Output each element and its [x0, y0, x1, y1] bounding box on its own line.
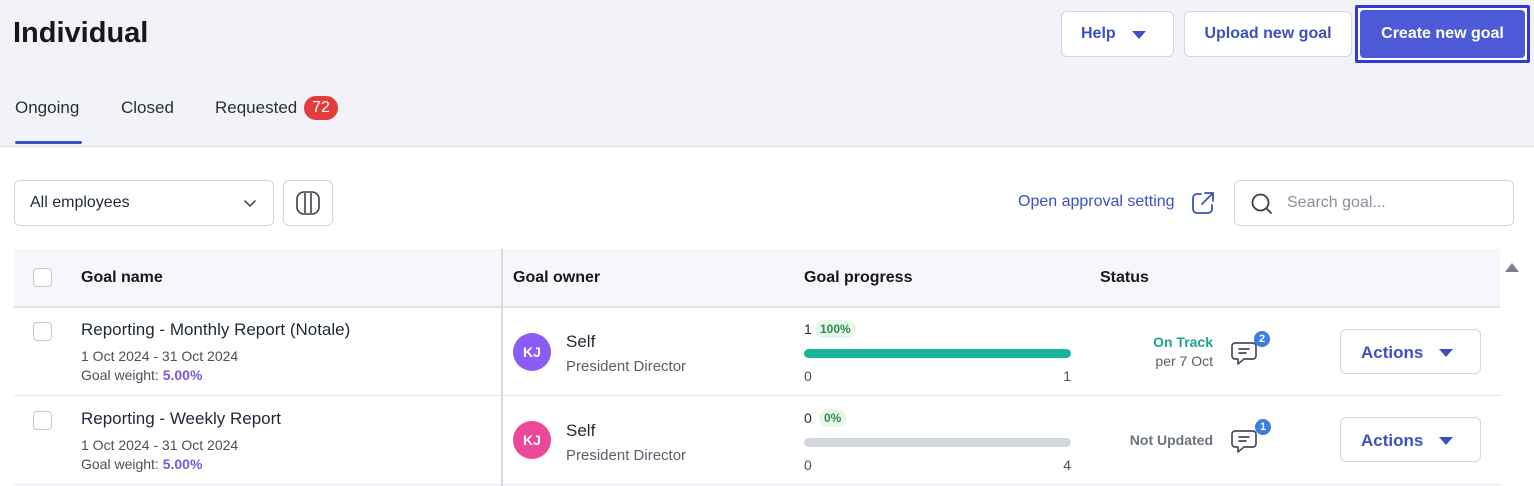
progress-percent-badge: 0% [819, 409, 847, 427]
actions-button[interactable]: Actions [1340, 329, 1481, 374]
owner-role: President Director [566, 358, 687, 375]
create-goal-focus-ring: Create new goal [1355, 5, 1530, 63]
column-header-status[interactable]: Status [1100, 269, 1149, 286]
tab-ongoing[interactable]: Ongoing [15, 98, 80, 117]
search-icon [1251, 193, 1272, 214]
comment-count-badge: 1 [1255, 419, 1271, 435]
search-goal-input[interactable] [1287, 189, 1502, 217]
tab-requested[interactable]: Requested [215, 98, 298, 117]
progress-value: 1 [804, 321, 812, 337]
row-checkbox[interactable] [33, 322, 52, 341]
progress-bar-fill [804, 349, 1071, 358]
owner-name: Self [566, 332, 596, 351]
table-header: Goal name Goal owner Goal progress Statu… [14, 249, 1500, 308]
comment-icon[interactable] [1230, 425, 1260, 455]
requested-count-badge: 72 [304, 96, 338, 120]
goal-weight: Goal weight: 5.00% [81, 367, 202, 383]
column-header-goal-name[interactable]: Goal name [81, 269, 163, 286]
column-layout-button[interactable] [283, 180, 333, 226]
column-header-goal-progress[interactable]: Goal progress [804, 269, 913, 286]
scroll-up-icon[interactable] [1505, 263, 1519, 272]
avatar: KJ [513, 333, 551, 371]
caret-down-icon [1439, 349, 1453, 357]
caret-down-icon [1439, 437, 1453, 445]
caret-down-icon [1132, 31, 1146, 39]
employee-filter-value: All employees [30, 194, 130, 211]
status-date: per 7 Oct [1155, 353, 1213, 369]
page-header: Individual Help Upload new goal Create n… [0, 0, 1534, 147]
goal-name[interactable]: Reporting - Monthly Report (Notale) [81, 320, 351, 339]
progress-bar [804, 438, 1071, 447]
search-box [1234, 180, 1514, 226]
goal-weight-label: Goal weight: [81, 367, 159, 383]
avatar: KJ [513, 421, 551, 459]
progress-max: 4 [1063, 457, 1071, 473]
help-button-label: Help [1081, 25, 1116, 42]
row-checkbox[interactable] [33, 411, 52, 430]
column-divider [501, 249, 503, 486]
progress-value: 0 [804, 410, 812, 426]
create-goal-button[interactable]: Create new goal [1360, 10, 1525, 58]
goal-weight-label: Goal weight: [81, 456, 159, 472]
columns-icon [296, 191, 320, 215]
goal-weight: Goal weight: 5.00% [81, 456, 202, 472]
status-label: Not Updated [1129, 432, 1213, 448]
open-approval-setting-link[interactable]: Open approval setting [1018, 193, 1175, 210]
tab-closed[interactable]: Closed [121, 98, 174, 117]
table-row[interactable]: Reporting - Weekly Report 1 Oct 2024 - 3… [14, 397, 1500, 485]
goal-weight-value: 5.00% [162, 367, 203, 383]
goal-dates: 1 Oct 2024 - 31 Oct 2024 [81, 437, 239, 453]
actions-button[interactable]: Actions [1340, 417, 1481, 462]
upload-goal-button[interactable]: Upload new goal [1184, 11, 1352, 57]
progress-percent-badge: 100% [815, 320, 856, 338]
owner-name: Self [566, 421, 596, 440]
owner-role: President Director [566, 447, 687, 464]
help-button[interactable]: Help [1061, 11, 1174, 57]
active-tab-indicator [15, 141, 82, 144]
goal-weight-value: 5.00% [162, 456, 203, 472]
actions-button-label: Actions [1361, 431, 1424, 450]
goal-name[interactable]: Reporting - Weekly Report [81, 409, 281, 428]
progress-bar [804, 349, 1071, 358]
status-label: On Track [1153, 334, 1213, 350]
employee-filter-select[interactable]: All employees [14, 180, 274, 226]
page-title: Individual [13, 17, 149, 49]
select-all-checkbox[interactable] [33, 268, 52, 287]
progress-max: 1 [1063, 368, 1071, 384]
external-link-icon[interactable] [1190, 190, 1216, 216]
progress-min: 0 [804, 368, 812, 384]
table-row[interactable]: Reporting - Monthly Report (Notale) 1 Oc… [14, 308, 1500, 396]
actions-button-label: Actions [1361, 343, 1424, 362]
progress-min: 0 [804, 457, 812, 473]
chevron-down-icon [244, 200, 256, 207]
column-header-goal-owner[interactable]: Goal owner [513, 269, 601, 286]
comment-count-badge: 2 [1254, 331, 1270, 347]
goal-dates: 1 Oct 2024 - 31 Oct 2024 [81, 348, 239, 364]
